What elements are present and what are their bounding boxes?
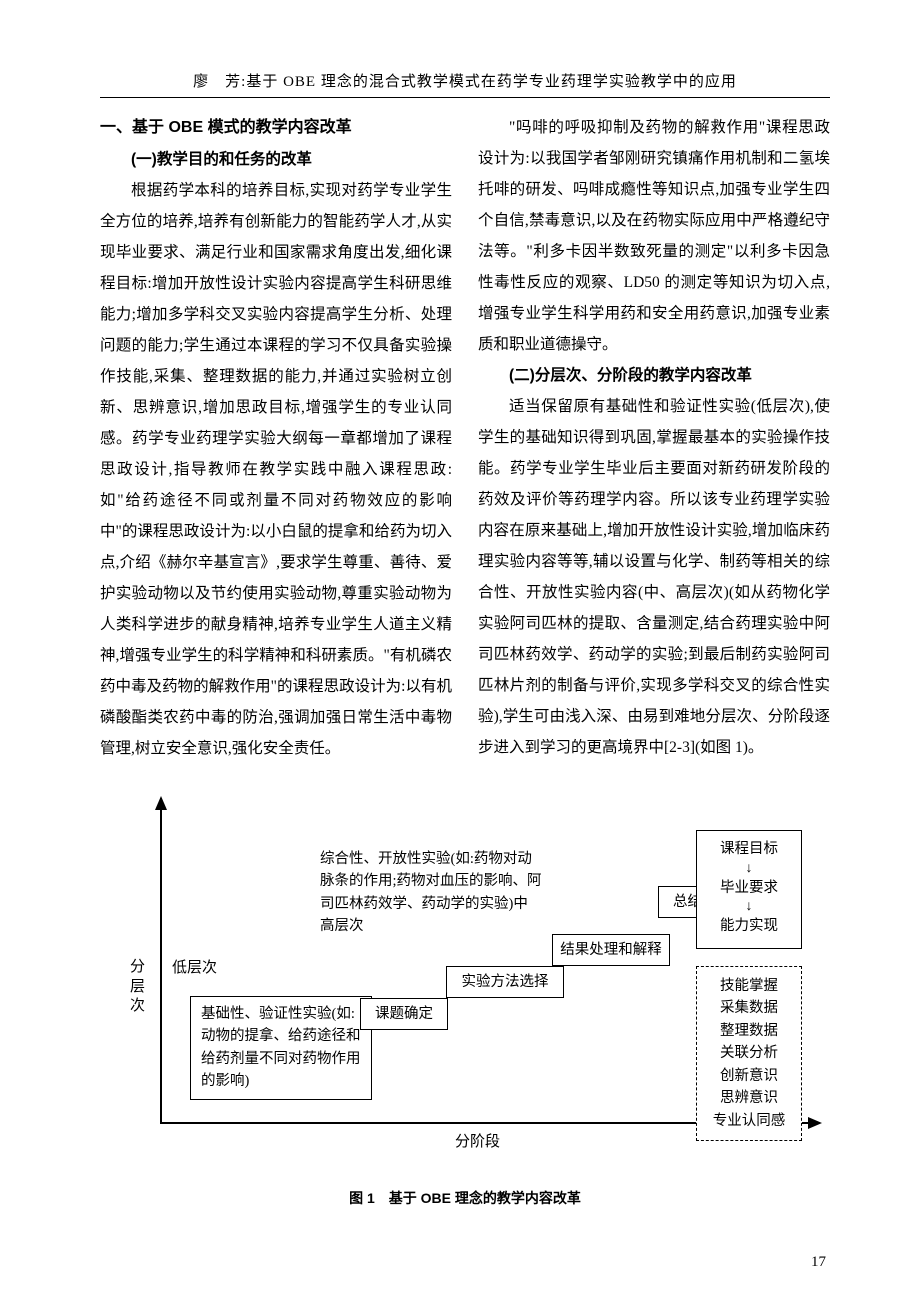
x-axis-label: 分阶段 [455,1130,500,1151]
skill-item: 整理数据 [703,1020,795,1042]
right-paragraph-1: "吗啡的呼吸抑制及药物的解救作用"课程思政设计为:以我国学者邹刚研究镇痛作用机制… [478,112,830,360]
x-axis-arrow-icon [808,1117,822,1129]
sub-heading-1-1: (一)教学目的和任务的改革 [100,144,452,175]
method-box: 实验方法选择 [446,966,564,998]
low-level-label: 低层次 [172,956,217,977]
skill-item: 创新意识 [703,1065,795,1087]
skill-item: 思辨意识 [703,1087,795,1109]
left-column: 一、基于 OBE 模式的教学内容改革 (一)教学目的和任务的改革 根据药学本科的… [100,112,452,764]
goal-item-3: 能力实现 [720,918,778,934]
basic-experiment-box: 基础性、验证性实验(如:动物的提拿、给药途径和给药剂量不同对药物作用的影响) [190,996,372,1100]
skill-item: 专业认同感 [703,1110,795,1132]
y-axis-line [160,798,162,1124]
two-column-body: 一、基于 OBE 模式的教学内容改革 (一)教学目的和任务的改革 根据药学本科的… [100,112,830,764]
topic-box: 课题确定 [360,998,448,1030]
figure-1-caption: 图 1 基于 OBE 理念的教学内容改革 [100,1188,830,1208]
skill-item: 采集数据 [703,997,795,1019]
header-rule [100,97,830,98]
section-heading-1: 一、基于 OBE 模式的教学内容改革 [100,112,452,144]
down-arrow-icon: ↓ [703,899,795,916]
right-column: "吗啡的呼吸抑制及药物的解救作用"课程思政设计为:以我国学者邹刚研究镇痛作用机制… [478,112,830,764]
page-number: 17 [100,1254,830,1271]
skill-item: 技能掌握 [703,975,795,997]
result-box: 结果处理和解释 [552,934,670,966]
goal-box: 课程目标 ↓ 毕业要求 ↓ 能力实现 [696,830,802,949]
left-paragraph-1: 根据药学本科的培养目标,实现对药学专业学生全方位的培养,培养有创新能力的智能药学… [100,175,452,764]
y-axis-label: 分层次 [130,958,148,1017]
goal-item-1: 课程目标 [720,841,778,857]
skill-item: 关联分析 [703,1042,795,1064]
sub-heading-1-2: (二)分层次、分阶段的教学内容改革 [478,360,830,391]
goal-item-2: 毕业要求 [720,880,778,896]
comprehensive-experiment-text: 综合性、开放性实验(如:药物对动脉条的作用;药物对血压的影响、阿司匹林药效学、药… [320,848,542,938]
running-title: 廖 芳:基于 OBE 理念的混合式教学模式在药学专业药理学实验教学中的应用 [100,70,830,91]
right-paragraph-2: 适当保留原有基础性和验证性实验(低层次),使学生的基础知识得到巩固,掌握最基本的… [478,391,830,763]
figure-1: 分层次 分阶段 低层次 综合性、开放性实验(如:药物对动脉条的作用;药物对血压的… [100,798,830,1178]
skill-box: 技能掌握 采集数据 整理数据 关联分析 创新意识 思辨意识 专业认同感 [696,966,802,1141]
down-arrow-icon: ↓ [703,861,795,878]
